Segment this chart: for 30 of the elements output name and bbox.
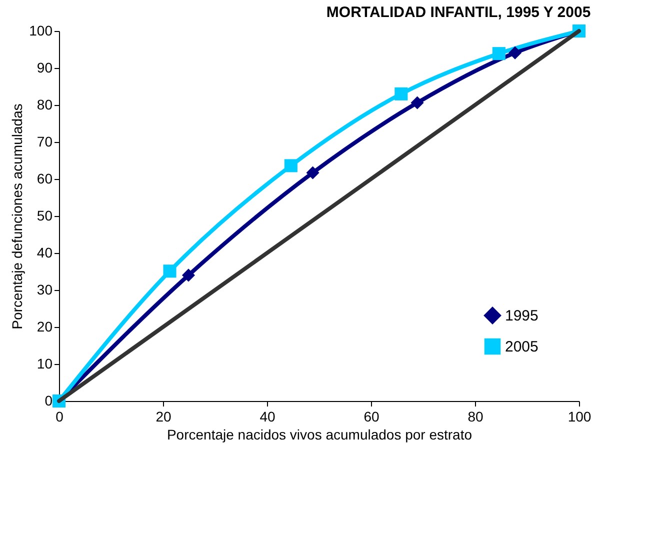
y-axis-title: Porcentaje defunciones acumuladas: [9, 104, 26, 330]
x-tick-label: 60: [364, 408, 380, 424]
point: [508, 46, 522, 60]
x-tick-label: 40: [260, 408, 276, 424]
x-tick-label: 100: [568, 408, 592, 424]
point: [394, 87, 408, 100]
legend-label: 1995: [505, 308, 538, 324]
y-tick-label: 40: [36, 244, 53, 260]
y-tick-label: 20: [36, 318, 53, 334]
point: [182, 268, 195, 282]
y-tick-label: 80: [36, 96, 53, 112]
y-tick-label: 60: [36, 170, 53, 186]
y-tick-label: 100: [29, 22, 53, 38]
point: [284, 159, 298, 172]
x-tick-label: 0: [56, 408, 64, 424]
point: [163, 264, 176, 278]
y-tick-label: 50: [36, 208, 53, 224]
y-tick-label: 90: [36, 60, 53, 76]
y-tick-label: 70: [36, 134, 53, 150]
chart-title: MORTALIDAD INFANTIL, 1995 Y 2005: [326, 4, 591, 21]
point: [306, 166, 320, 180]
x-axis-title: Porcentaje nacidos vivos acumulados por estrato: [166, 426, 472, 442]
point: [492, 47, 506, 60]
legend-label: 2005: [505, 338, 538, 356]
point: [410, 96, 424, 110]
y-tick-label: 30: [36, 282, 53, 298]
x-tick-label: 20: [156, 408, 172, 424]
x-tick-label: 80: [468, 408, 484, 424]
y-tick-label: 0: [44, 392, 53, 408]
y-tick-label: 10: [36, 356, 53, 372]
